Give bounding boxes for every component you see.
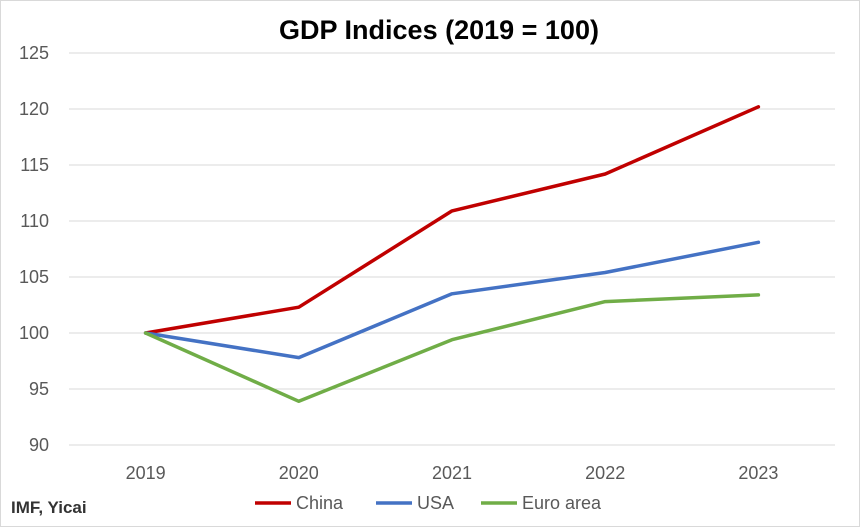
chart-title: GDP Indices (2019 = 100) bbox=[279, 15, 599, 45]
y-tick-label: 125 bbox=[19, 43, 49, 63]
legend-label: China bbox=[296, 493, 344, 513]
x-tick-label: 2019 bbox=[126, 463, 166, 483]
x-tick-label: 2023 bbox=[738, 463, 778, 483]
x-tick-label: 2020 bbox=[279, 463, 319, 483]
legend: China USA Euro area bbox=[255, 493, 602, 513]
series-lines bbox=[143, 105, 761, 404]
series-line-china bbox=[143, 105, 761, 335]
x-tick-label: 2021 bbox=[432, 463, 472, 483]
y-tick-label: 120 bbox=[19, 99, 49, 119]
source-note: IMF, Yicai bbox=[11, 498, 87, 517]
x-tick-label: 2022 bbox=[585, 463, 625, 483]
gridlines bbox=[69, 52, 835, 446]
y-tick-label: 100 bbox=[19, 323, 49, 343]
series-line-usa bbox=[143, 240, 761, 360]
y-tick-label: 110 bbox=[20, 211, 49, 231]
y-tick-label: 115 bbox=[20, 155, 49, 175]
legend-label: Euro area bbox=[522, 493, 602, 513]
series-line-euro-area bbox=[143, 293, 761, 404]
y-axis-ticks: 90 95 100 105 110 115 120 125 bbox=[19, 43, 49, 455]
legend-label: USA bbox=[417, 493, 454, 513]
y-tick-label: 105 bbox=[19, 267, 49, 287]
y-tick-label: 90 bbox=[29, 435, 49, 455]
x-axis-ticks: 2019 2020 2021 2022 2023 bbox=[126, 463, 779, 483]
y-tick-label: 95 bbox=[29, 379, 49, 399]
